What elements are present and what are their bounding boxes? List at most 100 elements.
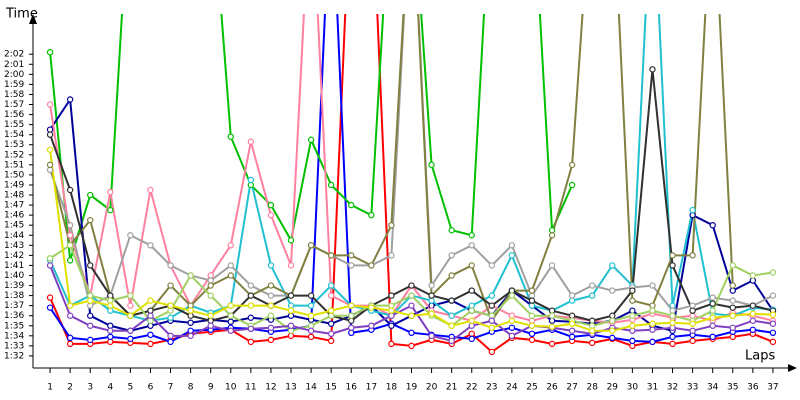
data-point [528, 287, 536, 294]
data-point [468, 330, 475, 338]
x-tick-label: 33 [687, 383, 698, 393]
data-point [408, 312, 415, 319]
data-point [769, 320, 777, 327]
data-point [689, 312, 696, 319]
data-point [488, 262, 496, 269]
data-point [568, 327, 576, 334]
y-tick-label: 1:34 [4, 331, 24, 341]
y-tick-label: 2:00 [4, 70, 24, 80]
data-point [267, 312, 275, 319]
data-point [388, 302, 395, 309]
data-point [669, 262, 676, 269]
data-point [287, 262, 295, 269]
data-point [488, 312, 496, 319]
data-point [629, 342, 636, 350]
data-point [428, 297, 435, 304]
y-tick-label: 1:32 [4, 351, 24, 361]
data-point [488, 302, 496, 309]
data-point [227, 312, 234, 319]
data-point [528, 297, 536, 304]
data-point [247, 138, 255, 145]
data-point [729, 297, 736, 304]
plot-area [46, 14, 777, 356]
data-point [508, 287, 516, 294]
data-point [87, 302, 94, 309]
y-tick-label: 1:45 [4, 221, 24, 231]
series-line [49, 14, 774, 343]
data-point [66, 302, 74, 309]
x-axis-title: Laps [745, 349, 775, 364]
data-point [388, 340, 395, 348]
data-point [769, 269, 777, 276]
data-point [348, 312, 355, 319]
data-point [147, 331, 154, 339]
data-point [87, 336, 94, 344]
data-point [729, 333, 736, 341]
data-point [87, 312, 94, 319]
y-axis-arrow [29, 14, 37, 24]
data-point [508, 252, 516, 259]
data-point [327, 337, 335, 345]
data-point [167, 307, 174, 314]
data-point [348, 252, 355, 259]
data-point [769, 329, 777, 337]
data-point [508, 332, 516, 340]
data-point [87, 322, 94, 329]
data-point [348, 329, 355, 337]
data-point [46, 294, 54, 301]
data-point [327, 307, 335, 314]
y-tick-label: 1:56 [4, 110, 24, 120]
data-point [689, 327, 696, 334]
data-point [207, 277, 214, 284]
data-point [167, 332, 174, 340]
y-tick-label: 1:53 [4, 140, 24, 150]
data-point [207, 312, 214, 319]
data-point [46, 101, 54, 108]
data-point [408, 302, 415, 309]
y-tick-label: 1:43 [4, 241, 24, 251]
data-point [568, 297, 576, 304]
data-point [147, 297, 154, 304]
data-point [247, 181, 255, 189]
data-point [247, 282, 255, 289]
data-point [287, 292, 295, 299]
data-point [227, 327, 234, 334]
data-point [568, 161, 576, 169]
data-point [187, 307, 194, 314]
data-point [408, 329, 415, 337]
data-point [609, 262, 616, 269]
x-tick-label: 17 [366, 383, 377, 393]
data-point [649, 307, 656, 314]
data-point [629, 287, 636, 294]
y-tick-label: 1:51 [4, 160, 24, 170]
data-point [66, 96, 74, 103]
data-point [307, 302, 315, 309]
data-point [388, 252, 395, 259]
data-point [327, 181, 335, 189]
data-point [327, 320, 335, 327]
data-point [348, 324, 355, 331]
data-point [629, 307, 636, 314]
data-point [287, 332, 295, 340]
y-tick-label: 1:48 [4, 191, 24, 201]
data-point [287, 322, 295, 329]
data-point [46, 131, 54, 138]
data-point [649, 338, 656, 346]
data-point [267, 324, 275, 331]
x-tick-label: 22 [466, 383, 477, 393]
data-point [267, 282, 275, 289]
data-point [528, 292, 536, 299]
data-point [46, 255, 54, 262]
data-point [448, 252, 455, 259]
data-point [388, 221, 395, 229]
data-point [107, 307, 114, 314]
data-point [388, 307, 395, 314]
x-tick-label: 36 [747, 383, 759, 393]
data-point [468, 242, 475, 249]
data-point [589, 292, 596, 299]
x-tick-label: 8 [188, 383, 194, 393]
data-point [388, 322, 395, 329]
data-point [207, 322, 214, 329]
data-point [568, 312, 576, 319]
